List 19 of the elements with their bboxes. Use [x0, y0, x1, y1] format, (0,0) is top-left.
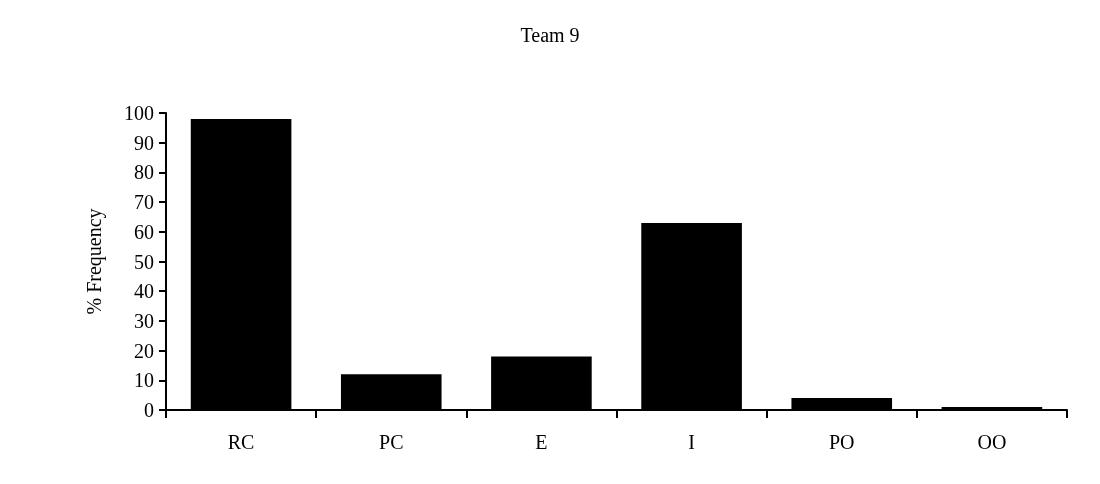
y-tick-label: 70	[134, 191, 154, 214]
y-tick-label: 30	[134, 309, 154, 332]
y-tick-label: 10	[134, 369, 154, 392]
x-tick-label: E	[535, 431, 548, 453]
y-axis-title: % Frequency	[83, 208, 106, 315]
y-tick-label: 0	[144, 399, 154, 421]
x-tick-label: PC	[379, 431, 404, 453]
chart-title: Team 9	[520, 24, 580, 46]
y-tick-label: 50	[134, 250, 154, 273]
y-tick-label: 60	[134, 220, 154, 243]
x-tick-label: PO	[828, 431, 855, 453]
y-tick-label: 20	[134, 339, 154, 362]
y-tick-label: 100	[124, 102, 154, 124]
x-tick-label: OO	[977, 431, 1007, 453]
y-tick-label: 90	[134, 131, 154, 154]
y-tick-label: 80	[134, 161, 154, 184]
y-tick-label: 40	[134, 280, 154, 303]
x-tick-label: RC	[227, 431, 255, 453]
x-tick-label: I	[688, 431, 695, 453]
